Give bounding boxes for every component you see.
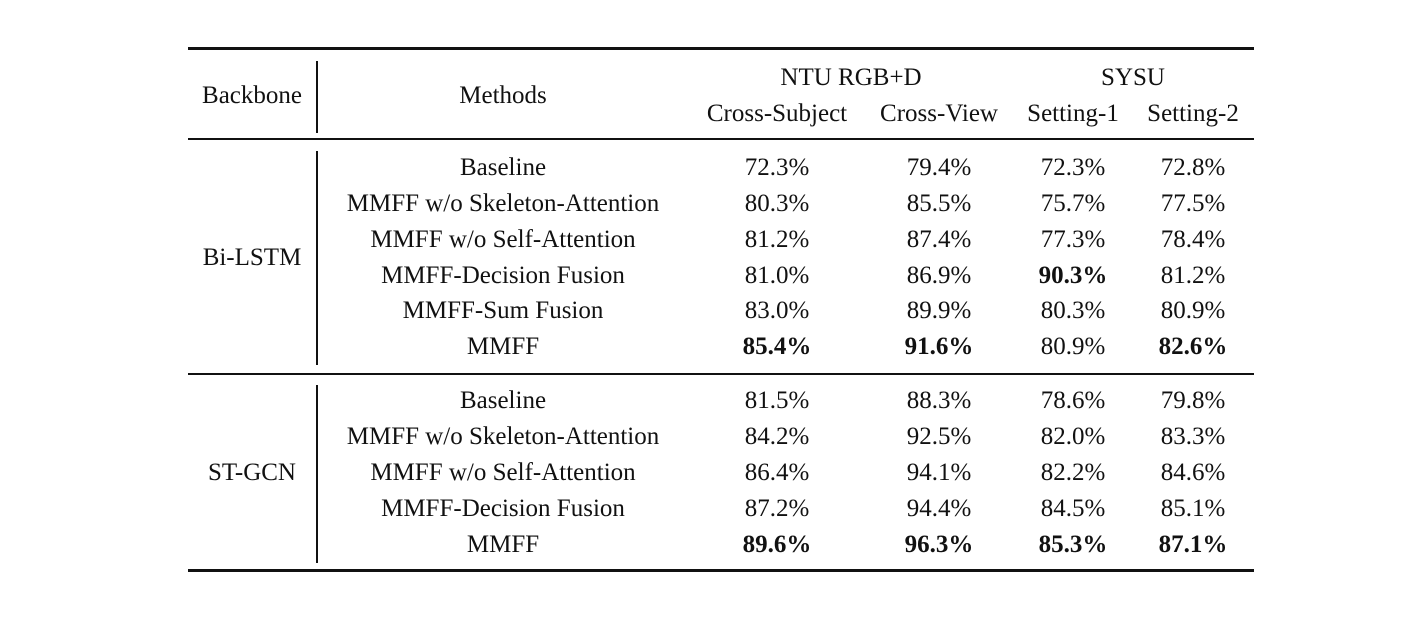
value-cell: 80.3% — [1040, 297, 1106, 324]
value-cell: 86.9% — [906, 262, 972, 289]
value-cell: 89.6% — [742, 531, 812, 558]
method-cell: MMFF-Decision Fusion — [381, 262, 625, 289]
group-separator-rule — [188, 373, 1254, 375]
header-sysu: SYSU — [1101, 64, 1165, 91]
header-ntu-rgbd: NTU RGB+D — [780, 64, 922, 91]
value-cell: 85.3% — [1038, 531, 1108, 558]
value-cell: 72.3% — [744, 154, 810, 181]
value-cell: 81.5% — [744, 387, 810, 414]
header-vertical-rule — [316, 61, 318, 133]
value-cell: 94.1% — [906, 459, 972, 486]
value-cell: 80.9% — [1160, 297, 1226, 324]
header-setting-1: Setting-1 — [1027, 100, 1119, 127]
value-cell: 87.4% — [906, 226, 972, 253]
method-cell: MMFF w/o Self-Attention — [370, 226, 636, 253]
stgcn-vertical-rule — [316, 385, 318, 563]
value-cell: 77.5% — [1160, 190, 1226, 217]
backbone-label-stgcn: ST-GCN — [208, 459, 296, 486]
value-cell: 89.9% — [906, 297, 972, 324]
method-cell: MMFF w/o Self-Attention — [370, 459, 636, 486]
method-cell: MMFF w/o Skeleton-Attention — [346, 423, 660, 450]
value-cell: 79.8% — [1160, 387, 1226, 414]
value-cell: 86.4% — [744, 459, 810, 486]
value-cell: 87.2% — [744, 495, 810, 522]
value-cell: 78.6% — [1040, 387, 1106, 414]
value-cell: 92.5% — [906, 423, 972, 450]
header-methods: Methods — [459, 82, 547, 109]
value-cell: 90.3% — [1038, 262, 1108, 289]
value-cell: 85.1% — [1160, 495, 1226, 522]
value-cell: 84.6% — [1160, 459, 1226, 486]
value-cell: 81.0% — [744, 262, 810, 289]
top-rule — [188, 47, 1254, 50]
value-cell: 81.2% — [1160, 262, 1226, 289]
value-cell: 84.5% — [1040, 495, 1106, 522]
value-cell: 77.3% — [1040, 226, 1106, 253]
value-cell: 94.4% — [906, 495, 972, 522]
header-setting-2: Setting-2 — [1147, 100, 1239, 127]
method-cell: MMFF-Sum Fusion — [402, 297, 604, 324]
bottom-rule — [188, 569, 1254, 572]
bilstm-vertical-rule — [316, 151, 318, 365]
method-cell: MMFF — [466, 333, 540, 360]
value-cell: 82.0% — [1040, 423, 1106, 450]
value-cell: 72.3% — [1040, 154, 1106, 181]
value-cell: 82.2% — [1040, 459, 1106, 486]
value-cell: 83.3% — [1160, 423, 1226, 450]
value-cell: 88.3% — [906, 387, 972, 414]
value-cell: 84.2% — [744, 423, 810, 450]
value-cell: 85.5% — [906, 190, 972, 217]
value-cell: 75.7% — [1040, 190, 1106, 217]
method-cell: MMFF-Decision Fusion — [381, 495, 625, 522]
method-cell: MMFF w/o Skeleton-Attention — [346, 190, 660, 217]
value-cell: 80.9% — [1040, 333, 1106, 360]
value-cell: 83.0% — [744, 297, 810, 324]
header-cross-subject: Cross-Subject — [706, 100, 848, 127]
method-cell: MMFF — [466, 531, 540, 558]
value-cell: 78.4% — [1160, 226, 1226, 253]
value-cell: 85.4% — [742, 333, 812, 360]
backbone-label-bilstm: Bi-LSTM — [202, 244, 302, 271]
value-cell: 82.6% — [1158, 333, 1228, 360]
value-cell: 72.8% — [1160, 154, 1226, 181]
method-cell: Baseline — [459, 154, 547, 181]
value-cell: 79.4% — [906, 154, 972, 181]
header-rule — [188, 138, 1254, 140]
value-cell: 87.1% — [1158, 531, 1228, 558]
header-backbone: Backbone — [202, 82, 302, 109]
value-cell: 91.6% — [904, 333, 974, 360]
value-cell: 80.3% — [744, 190, 810, 217]
method-cell: Baseline — [459, 387, 547, 414]
value-cell: 81.2% — [744, 226, 810, 253]
header-cross-view: Cross-View — [880, 100, 998, 127]
value-cell: 96.3% — [904, 531, 974, 558]
